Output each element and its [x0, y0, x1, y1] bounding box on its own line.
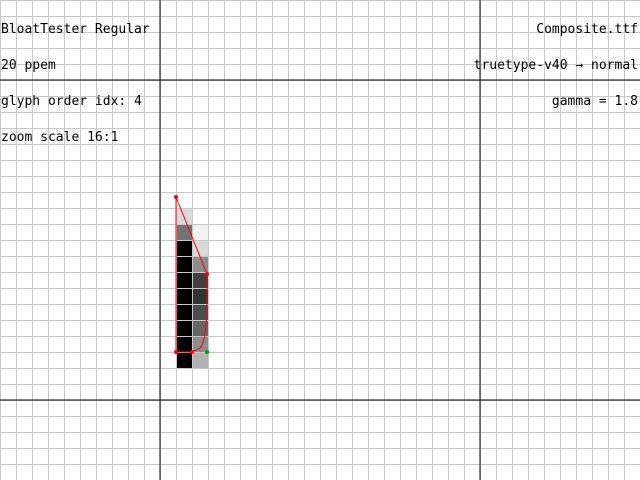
glyph-info-panel: BloatTester Regular 20 ppem glyph order … — [1, 0, 150, 156]
on-curve-point[interactable] — [174, 350, 178, 354]
glyph-index: glyph order idx: 4 — [1, 94, 142, 109]
off-curve-point[interactable] — [205, 350, 209, 354]
glyph-outline — [174, 195, 209, 354]
gamma-value: gamma = 1.8 — [551, 94, 638, 109]
on-curve-point[interactable] — [174, 195, 178, 199]
glyph-pixel — [192, 336, 208, 352]
glyph-pixel — [176, 288, 192, 304]
glyph-pixel — [176, 336, 192, 352]
glyph-pixel — [192, 352, 208, 368]
glyph-pixel — [192, 240, 208, 256]
glyph-pixel — [176, 320, 192, 336]
glyph-pixel — [176, 304, 192, 320]
on-curve-point[interactable] — [190, 350, 194, 354]
ppem-value: 20 ppem — [1, 58, 56, 73]
file-name: Composite.ttf — [536, 22, 638, 37]
glyph-pixel — [192, 272, 208, 288]
on-curve-point[interactable] — [205, 272, 209, 276]
glyph-pixel — [176, 256, 192, 272]
glyph-pixel — [192, 320, 208, 336]
glyph-pixel — [176, 272, 192, 288]
glyph-pixel — [176, 352, 192, 368]
font-name: BloatTester Regular — [1, 22, 150, 37]
glyph-pixel — [192, 288, 208, 304]
glyph-pixel — [192, 304, 208, 320]
glyph-pixel — [192, 224, 208, 240]
zoom-scale: zoom scale 16:1 — [1, 130, 119, 145]
render-info-panel: Composite.ttf truetype-v40 → normal gamm… — [474, 0, 638, 120]
glyph-pixel — [192, 256, 208, 272]
render-mode: truetype-v40 → normal — [473, 58, 638, 73]
glyph-outline-path — [175, 196, 208, 353]
glyph-pixel — [176, 240, 192, 256]
rendered-pixels — [176, 208, 208, 368]
